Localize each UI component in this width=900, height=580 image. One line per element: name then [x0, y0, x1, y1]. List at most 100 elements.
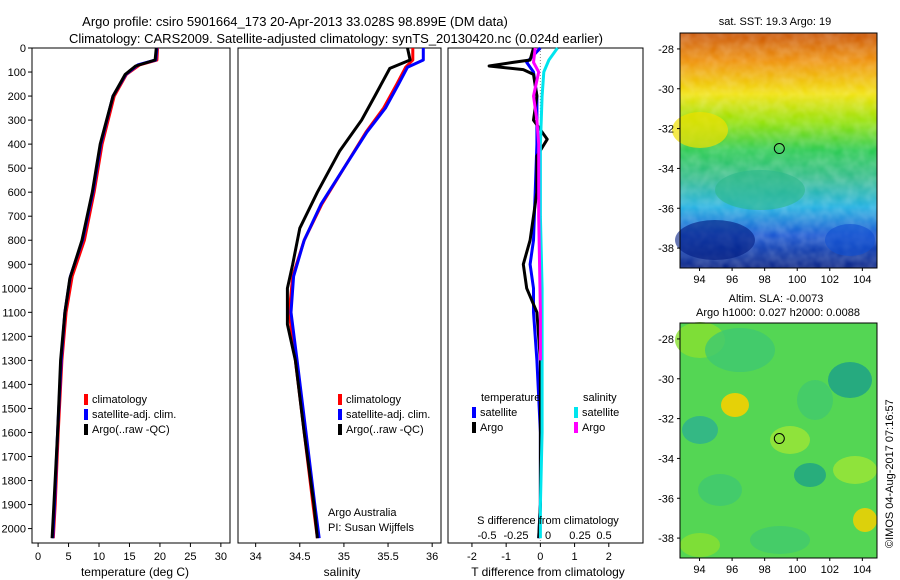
s-tick-label: -0.25 [503, 530, 528, 542]
depth-tick-label: 400 [8, 139, 26, 151]
sla-map-title: Altim. SLA: -0.0073 [729, 293, 824, 305]
depth-tick-label: 900 [8, 259, 26, 271]
difference-profiles [487, 46, 559, 543]
x-tick-label: 10 [93, 551, 105, 563]
map-y-tick-label: -36 [658, 203, 674, 215]
depth-tick-label: 100 [8, 67, 26, 79]
map-y-tick-label: -32 [658, 414, 674, 426]
sla-map-panel: Altim. SLA: -0.0073 Argo h1000: 0.027 h2… [658, 293, 878, 576]
legend-label: satellite [480, 407, 517, 419]
legend-swatch [84, 424, 88, 435]
sla-map-axes: 94 96 98 100 102 104 -28 -30 -32 -34 -36 -38 [658, 334, 871, 576]
depth-tick-label: 1500 [2, 403, 26, 415]
series-salinity-satellite [538, 47, 559, 539]
temperature-axes-frame [31, 47, 231, 544]
map-x-tick-label: 100 [788, 564, 806, 576]
series-argo-raw-qc- [285, 47, 412, 539]
legend-header: temperature [481, 392, 540, 404]
map-x-tick-label: 98 [759, 564, 771, 576]
header-line-2: Climatology: CARS2009. Satellite-adjuste… [69, 31, 603, 46]
map-x-tick-label: 96 [726, 274, 738, 286]
legend-swatch [338, 409, 342, 420]
x-tick-label: 1 [572, 551, 578, 563]
x-tick-label: 15 [123, 551, 135, 563]
depth-tick-label: 600 [8, 187, 26, 199]
depth-tick-label: 300 [8, 115, 26, 127]
legend-swatch [84, 394, 88, 405]
x-tick-label: 0 [35, 551, 41, 563]
map-x-tick-label: 102 [821, 274, 839, 286]
x-tick-label: 30 [215, 551, 227, 563]
salinity-panel: 34 34.5 35 35.5 36 climatology satellite-adj.… [237, 47, 442, 579]
legend-swatch [338, 394, 342, 405]
temperature-x-axis: 0 5 10 15 20 25 30 [35, 543, 227, 563]
s-tick-label: 0.5 [596, 530, 611, 542]
depth-tick-label: 1900 [2, 500, 26, 512]
s-tick-label: 0.25 [569, 530, 590, 542]
depth-tick-label: 1000 [2, 283, 26, 295]
legend-label: satellite [582, 407, 619, 419]
t-difference-xlabel: T difference from climatology [471, 565, 625, 579]
salinity-profiles [285, 47, 425, 539]
legend-swatch [574, 407, 578, 418]
sst-map-title: sat. SST: 19.3 Argo: 19 [719, 16, 832, 28]
depth-tick-label: 1200 [2, 331, 26, 343]
sla-map-subtitle: Argo h1000: 0.027 h2000: 0.0088 [696, 307, 860, 319]
map-y-tick-label: -32 [658, 124, 674, 136]
series-argo-raw-qc- [50, 47, 158, 539]
sst-map-frame [679, 32, 878, 269]
map-x-tick-label: 98 [759, 274, 771, 286]
depth-axis: 0 100 200 300 400 500 600 700 800 900 1000 1100 1200… [2, 43, 32, 536]
temperature-legend: climatology satellite-adj. clim. Argo(..ra… [84, 394, 176, 436]
sst-argo-position-marker [773, 143, 785, 155]
difference-axes-frame [447, 47, 644, 544]
depth-tick-label: 700 [8, 211, 26, 223]
map-x-tick-label: 96 [726, 564, 738, 576]
legend-swatch [338, 424, 342, 435]
x-tick-label: 35 [338, 551, 350, 563]
legend-label: climatology [346, 394, 402, 406]
map-x-tick-label: 104 [853, 564, 871, 576]
x-tick-label: 0 [537, 551, 543, 563]
sst-map-panel: sat. SST: 19.3 Argo: 19 94 96 98 100 102 104 -… [658, 16, 878, 286]
map-x-tick-label: 104 [853, 274, 871, 286]
depth-tick-label: 1100 [2, 307, 26, 319]
argo-australia-label: Argo Australia [328, 507, 397, 519]
legend-label: Argo [582, 422, 605, 434]
map-y-tick-label: -28 [658, 334, 674, 346]
temperature-profiles [50, 47, 159, 539]
sst-cold-patch-2 [825, 224, 875, 256]
depth-tick-label: 2000 [2, 524, 26, 536]
map-x-tick-label: 102 [821, 564, 839, 576]
map-y-tick-label: -30 [658, 374, 674, 386]
imos-timestamp: ©IMOS 04-Aug-2017 07:16:57 [884, 399, 896, 548]
s-tick-label: 0 [545, 530, 551, 542]
depth-tick-label: 800 [8, 235, 26, 247]
map-y-tick-label: -36 [658, 493, 674, 505]
series-salinity-argo [532, 47, 542, 361]
sst-map-axes: 94 96 98 100 102 104 -28 -30 -32 -34 -36 -38 [658, 44, 871, 286]
sst-warm-patch [672, 112, 728, 148]
x-tick-label: 20 [154, 551, 166, 563]
difference-panel: -2 -1 0 1 2 -0.5 -0.25 0 0.25 0.5 temperature sal… [447, 46, 644, 579]
depth-tick-label: 1300 [2, 355, 26, 367]
legend-swatch [574, 422, 578, 433]
depth-tick-label: 200 [8, 91, 26, 103]
temperature-panel: 0 100 200 300 400 500 600 700 800 900 1000 1100 1200… [2, 43, 231, 579]
header-line-1: Argo profile: csiro 5901664_173 20-Apr-2… [82, 14, 508, 29]
x-tick-label: -2 [467, 551, 477, 563]
legend-label: Argo(..raw -QC) [92, 424, 170, 436]
x-tick-label: 34.5 [289, 551, 310, 563]
x-tick-label: 25 [184, 551, 196, 563]
s-difference-x-axis: -0.5 -0.25 0 0.25 0.5 [478, 530, 612, 542]
legend-swatch [472, 407, 476, 418]
legend-label: Argo [480, 422, 503, 434]
salinity-xlabel: salinity [324, 565, 361, 579]
temperature-xlabel: temperature (deg C) [81, 565, 189, 579]
sla-map-frame [679, 322, 878, 559]
map-x-tick-label: 94 [693, 274, 705, 286]
map-y-tick-label: -34 [658, 163, 674, 175]
depth-tick-label: 500 [8, 163, 26, 175]
map-y-tick-label: -38 [658, 533, 674, 545]
series-satellite-adj-clim- [289, 48, 425, 539]
